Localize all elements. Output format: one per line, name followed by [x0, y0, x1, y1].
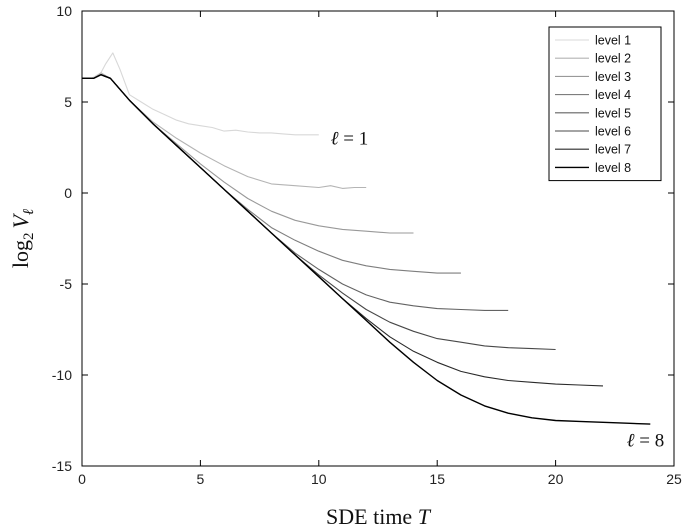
series-line-level-6 [82, 74, 556, 351]
legend-entry: level 8 [595, 161, 631, 175]
series-line-level-4 [82, 74, 461, 274]
legend-entry: level 2 [595, 52, 631, 66]
y-axis-label: log2Vℓ [8, 209, 37, 268]
x-tick-label: 0 [78, 471, 86, 487]
y-tick-label: -15 [52, 458, 72, 474]
legend-entry: level 1 [595, 34, 631, 48]
legend-entry: level 3 [595, 70, 631, 84]
legend-entry: level 6 [595, 125, 631, 139]
x-tick-label: 25 [666, 471, 682, 487]
legend-entry: level 4 [595, 88, 631, 102]
y-tick-label: -10 [52, 367, 72, 383]
legend-box [548, 26, 662, 182]
y-tick-label: 5 [64, 94, 72, 110]
series-line-level-7 [82, 74, 604, 387]
series-line-level-5 [82, 74, 509, 311]
y-tick-label: 10 [56, 3, 72, 19]
legend-entry: level 7 [595, 143, 631, 157]
series-line-level-1 [82, 52, 319, 136]
annotation-1: ℓ = 1 [331, 128, 369, 149]
annotation-2: ℓ = 8 [627, 431, 665, 452]
ticks-layer: 0 5 10 15 20 25 -15 -10 -5 0 5 10 [52, 3, 682, 487]
annotation-layer: ℓ = 1 ℓ = 8 [331, 128, 665, 451]
y-tick-label: -5 [60, 276, 73, 292]
legend-entry: level 5 [595, 106, 631, 120]
x-tick-label: 20 [548, 471, 564, 487]
series-line-level-8 [82, 74, 651, 425]
x-tick-label: 10 [311, 471, 327, 487]
legend: level 1 level 2 level 3 level 4 level 5 level… [548, 26, 662, 182]
x-axis-label: SDE time T [326, 504, 432, 529]
y-tick-label: 0 [64, 185, 72, 201]
x-tick-label: 5 [197, 471, 205, 487]
plot-frame [81, 10, 675, 467]
series-layer [82, 52, 651, 425]
x-tick-label: 15 [429, 471, 445, 487]
